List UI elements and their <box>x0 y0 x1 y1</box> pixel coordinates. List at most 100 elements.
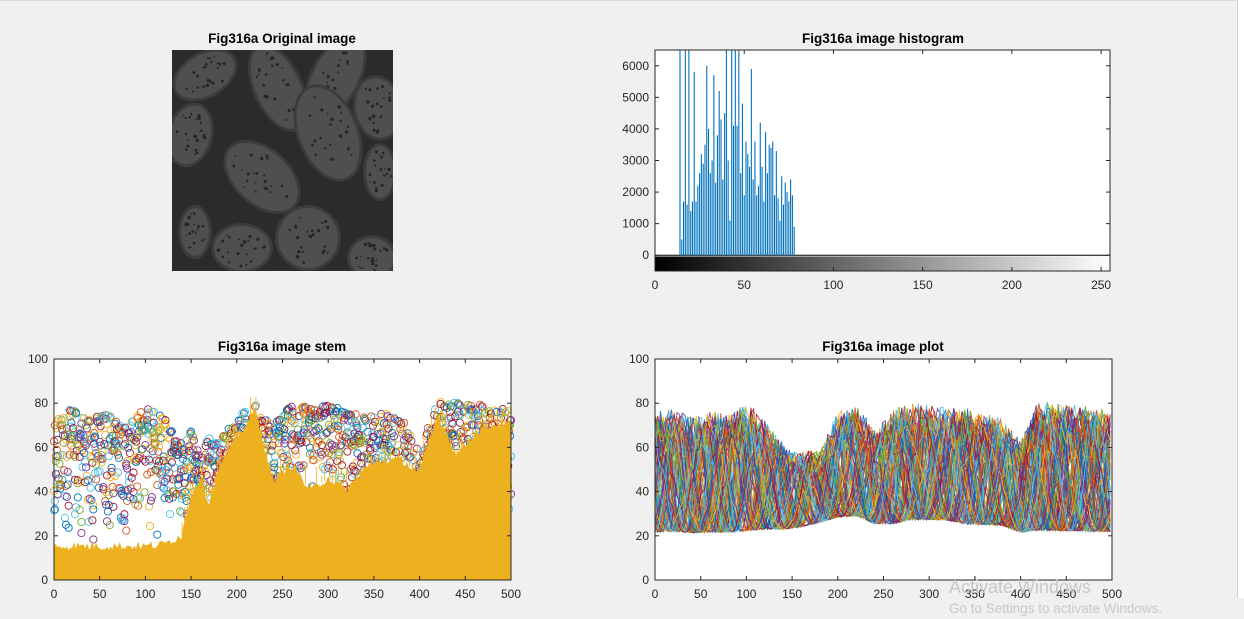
pollen-pore <box>263 186 268 191</box>
pollen-pore <box>184 223 188 227</box>
stem-marker <box>153 481 162 490</box>
plot-xtick-label: 100 <box>736 587 756 601</box>
pollen-pore <box>344 130 349 134</box>
pollen-pore <box>273 97 277 101</box>
stem-marker <box>77 528 86 538</box>
pollen-pore <box>378 154 381 157</box>
stem-marker <box>230 424 240 433</box>
stem-marker <box>501 408 510 417</box>
pollen-pore <box>330 117 334 121</box>
pollen-pore <box>185 234 187 237</box>
pollen-pore <box>345 47 348 50</box>
stem-marker <box>273 466 282 475</box>
stem-marker <box>481 408 490 417</box>
stem-marker <box>304 431 313 440</box>
plot-xtick-label: 500 <box>1102 587 1122 601</box>
stem-marker <box>52 445 61 454</box>
stem-marker <box>99 485 108 494</box>
stem-marker <box>103 507 112 516</box>
pollen-pore <box>262 84 266 87</box>
stem-marker <box>205 434 214 443</box>
pollen-pore <box>192 90 195 93</box>
stem-xtick-label: 350 <box>364 587 384 601</box>
stem-marker <box>87 475 96 484</box>
stem-marker <box>155 457 164 466</box>
pollen-pore <box>382 174 386 177</box>
stem-marker <box>120 516 129 526</box>
stem-marker <box>154 447 163 456</box>
stem-marker <box>105 521 114 530</box>
plot-series-line <box>654 412 1111 533</box>
pollen-pore <box>246 172 250 176</box>
stem-marker <box>162 485 171 494</box>
stem-marker <box>182 457 191 466</box>
histogram-xtick-label: 0 <box>652 278 659 292</box>
stem-marker <box>389 432 399 441</box>
stem-marker <box>263 420 272 429</box>
pollen-pore <box>324 219 328 223</box>
stem-marker <box>468 406 477 415</box>
pollen-pore <box>232 164 236 168</box>
pollen-pore <box>368 173 372 177</box>
figure-top-border <box>0 0 1244 1</box>
pollen-pore <box>185 87 188 90</box>
pollen-pore <box>186 144 190 148</box>
stem-marker <box>124 428 133 438</box>
pollen-pore <box>206 57 210 60</box>
stem-marker <box>149 407 158 416</box>
histogram-ytick-label: 6000 <box>622 59 649 73</box>
stem-marker <box>92 412 102 421</box>
stem-marker <box>343 447 352 456</box>
pollen-pore <box>331 78 335 82</box>
pollen-pore <box>320 221 324 225</box>
figure-right-edge <box>1237 0 1244 598</box>
stem-filled-region <box>53 408 512 581</box>
pollen-pore <box>202 85 206 88</box>
stem-marker <box>69 424 78 433</box>
pollen-pore <box>382 97 385 99</box>
pollen-pore <box>281 67 283 69</box>
stem-marker <box>51 469 60 479</box>
pollen-pore <box>369 181 372 184</box>
pollen-pore <box>275 63 279 67</box>
pollen-pore <box>368 244 372 248</box>
stem-marker <box>84 517 93 526</box>
pollen-pore <box>376 87 380 90</box>
stem-marker <box>349 466 358 475</box>
stem-marker <box>306 405 315 414</box>
stem-marker <box>309 456 318 465</box>
pollen-pore <box>302 261 306 265</box>
stem-marker <box>331 442 340 451</box>
stem-marker <box>274 416 283 425</box>
histogram-xtick-label: 100 <box>823 278 843 292</box>
histogram-ytick-label: 3000 <box>622 154 649 168</box>
pollen-pore <box>240 243 244 248</box>
stem-marker <box>184 488 193 497</box>
stem-marker <box>153 530 162 539</box>
pollen-pore <box>301 250 304 254</box>
pollen-pore <box>254 181 257 184</box>
pollen-pore <box>237 238 241 241</box>
stem-marker <box>321 402 330 412</box>
pollen-pore <box>182 114 185 117</box>
stem-marker <box>146 468 155 477</box>
stem-marker <box>101 411 110 420</box>
stem-marker <box>125 448 134 458</box>
pollen-pore <box>382 247 386 250</box>
stem-marker <box>129 468 138 477</box>
stem-marker <box>366 446 375 455</box>
pollen-grain <box>296 87 360 179</box>
pollen-pore <box>326 226 330 230</box>
stem-marker <box>87 434 96 443</box>
stem-marker <box>400 418 409 428</box>
pollen-pore <box>374 188 379 193</box>
pollen-pore <box>197 225 201 228</box>
stem-marker <box>159 452 168 461</box>
stem-marker <box>113 450 123 459</box>
pollen-pore <box>316 229 321 233</box>
pollen-pore <box>311 233 315 237</box>
pollen-pore <box>196 74 200 78</box>
plot-ytick-label: 20 <box>636 529 650 543</box>
histogram-xtick-label: 150 <box>913 278 933 292</box>
